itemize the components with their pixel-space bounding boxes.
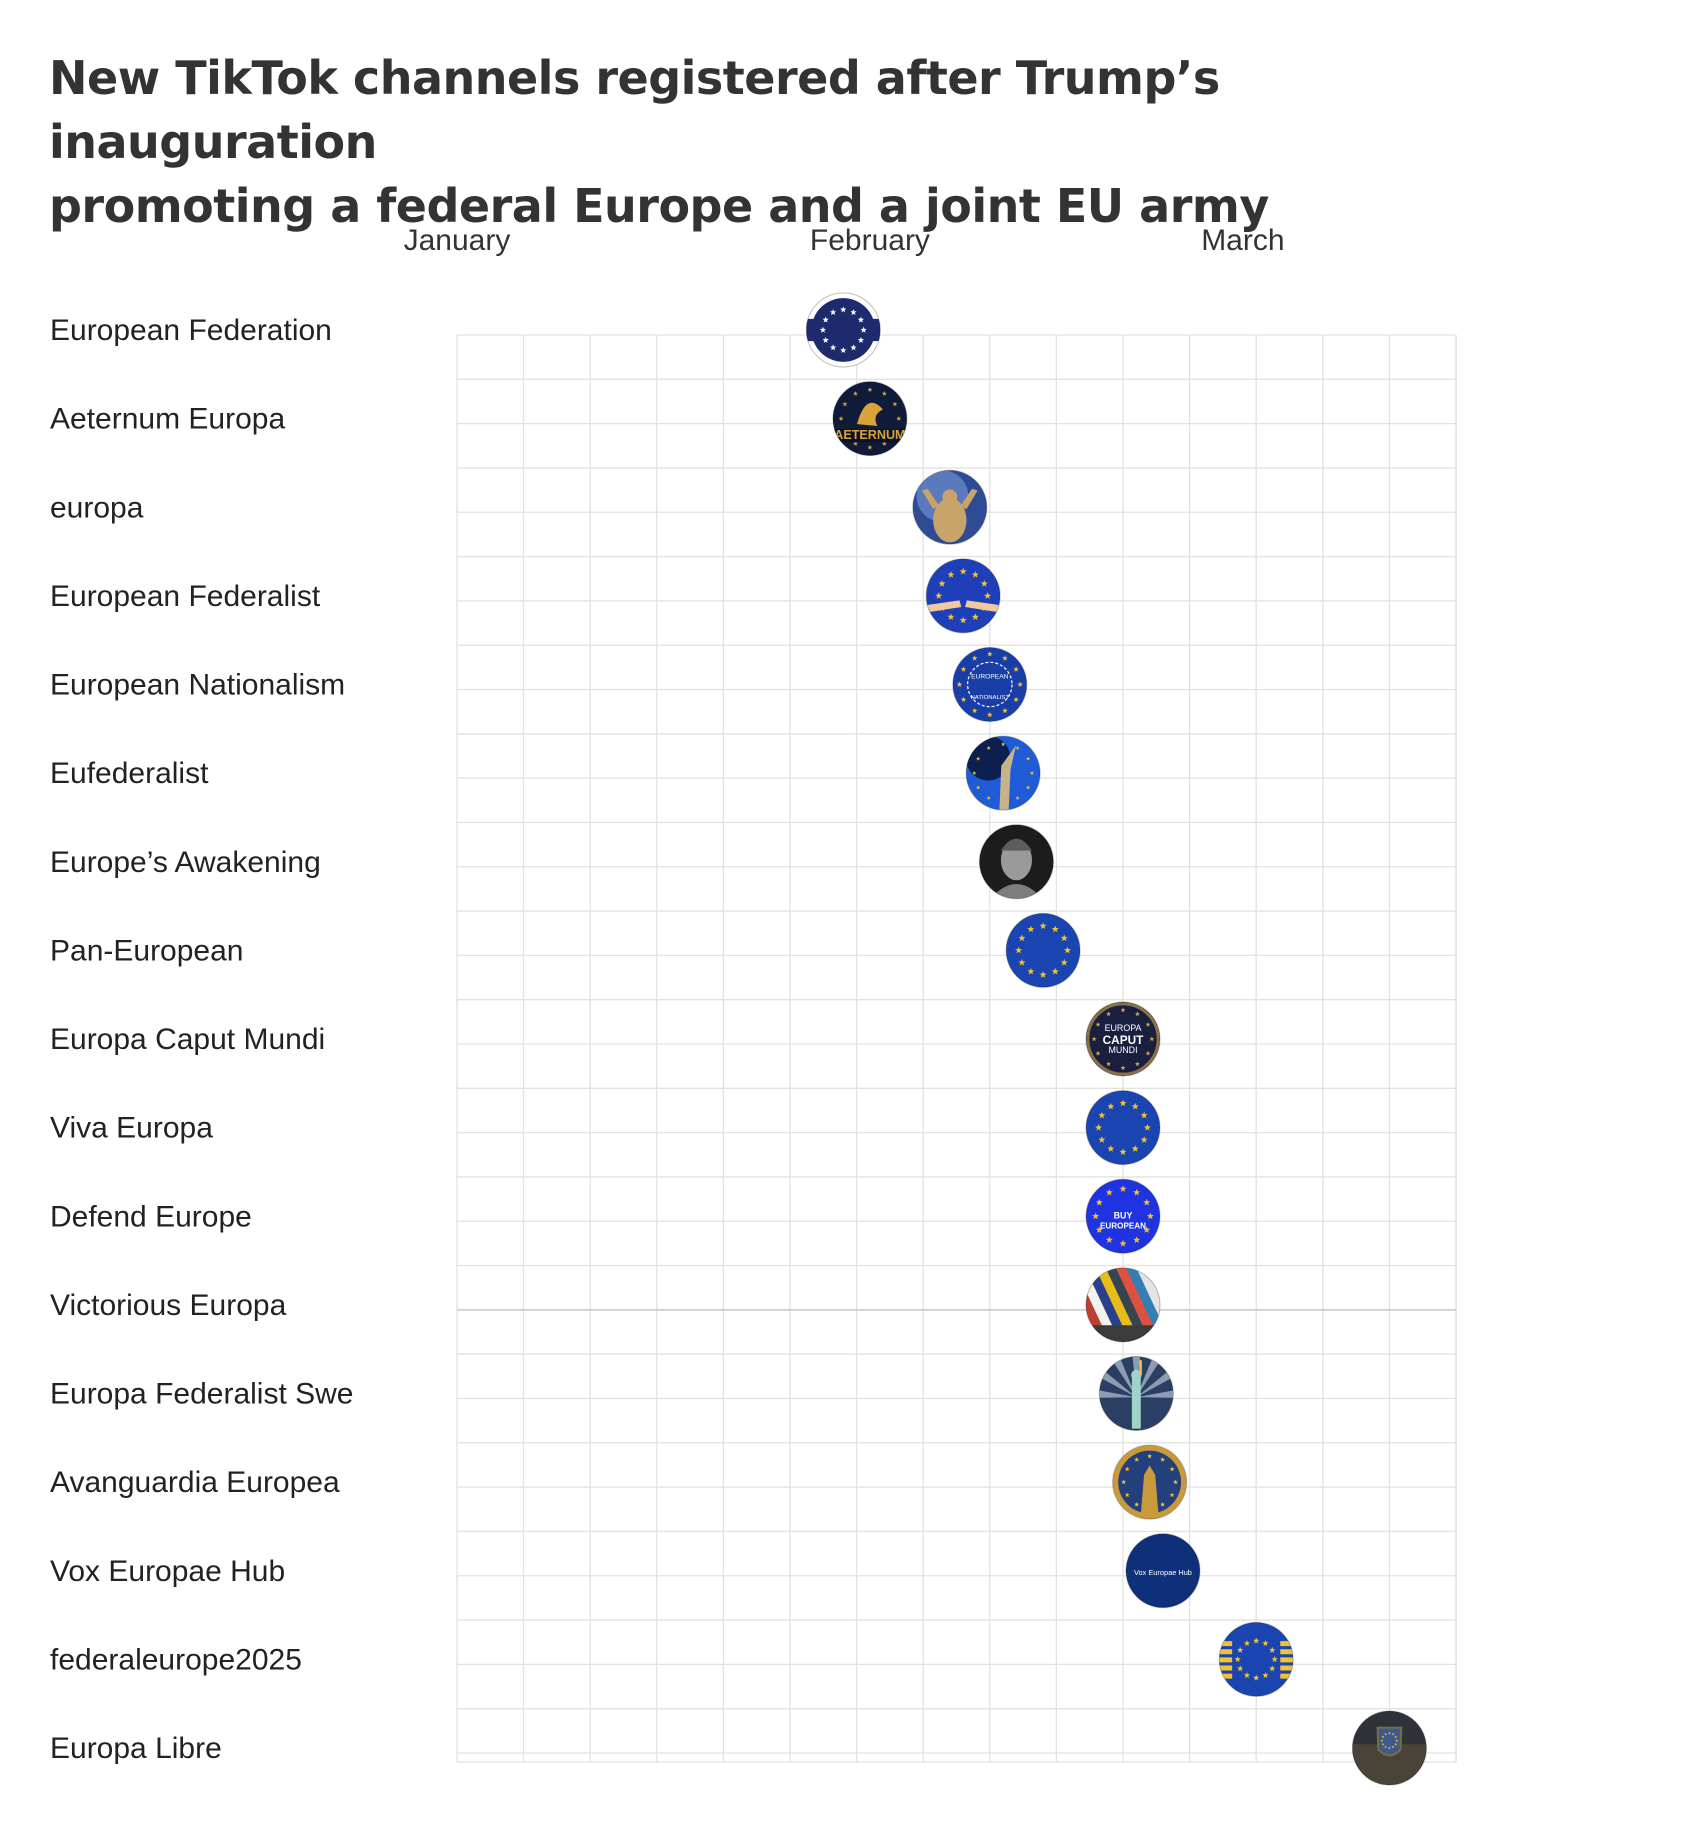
- channel-label-european-federation: European Federation: [50, 314, 332, 347]
- channel-label-europa-libre: Europa Libre: [50, 1732, 222, 1765]
- channel-label-europe-s-awakening: Europe’s Awakening: [50, 846, 321, 879]
- channel-point-victorious-europa: [1085, 1267, 1161, 1343]
- channel-label-victorious-europa: Victorious Europa: [50, 1289, 287, 1322]
- channel-label-federaleurope2025: federaleurope2025: [50, 1643, 302, 1676]
- svg-text:BUY: BUY: [1114, 1211, 1133, 1221]
- svg-text:EUROPEAN: EUROPEAN: [971, 674, 1009, 681]
- channel-icons: AETERNUM EUROPEAN NATIONALIST EUROPACAPUTMU…: [805, 292, 1427, 1786]
- svg-text:AETERNUM: AETERNUM: [834, 428, 905, 442]
- channel-point-europa-libre: [1351, 1710, 1427, 1786]
- channel-point-aeternum-europa: AETERNUM: [832, 381, 908, 457]
- svg-text:EUROPEAN: EUROPEAN: [1100, 1222, 1146, 1231]
- channel-label-europa-federalist-swe: Europa Federalist Swe: [50, 1378, 354, 1411]
- svg-text:MUNDI: MUNDI: [1108, 1045, 1137, 1055]
- channel-label-europa-caput-mundi: Europa Caput Mundi: [50, 1023, 325, 1056]
- svg-text:CAPUT: CAPUT: [1103, 1033, 1145, 1047]
- channel-label-aeternum-europa: Aeternum Europa: [50, 403, 285, 436]
- month-label-march: March: [1201, 224, 1284, 257]
- channel-point-european-federalist: [925, 558, 1001, 634]
- svg-text:Vox Europae Hub: Vox Europae Hub: [1134, 1568, 1192, 1577]
- channel-label-european-nationalism: European Nationalism: [50, 669, 345, 702]
- svg-text:EUROPA: EUROPA: [1105, 1023, 1142, 1033]
- channel-point-europa-federalist-swe: [1098, 1356, 1174, 1431]
- channel-labels: European Federation Aeternum Europa europa…: [50, 314, 354, 1765]
- channel-point-viva-europa: [1085, 1090, 1161, 1166]
- channel-point-europa: [912, 469, 988, 545]
- grid: [456, 334, 1457, 1763]
- channel-point-federaleurope2025: [1218, 1621, 1294, 1697]
- chart-title: New TikTok channels registered after Tru…: [49, 46, 1549, 238]
- channel-point-pan-european: [1005, 912, 1081, 988]
- channel-point-avanguardia-europea: [1112, 1444, 1188, 1520]
- channel-label-pan-european: Pan-European: [50, 934, 243, 967]
- month-label-february: February: [810, 224, 930, 257]
- svg-text:NATIONALIST: NATIONALIST: [971, 695, 1010, 701]
- chart-title-line-2: promoting a federal Europe and a joint E…: [49, 179, 1269, 233]
- channel-point-vox-europae-hub: Vox Europae Hub: [1125, 1533, 1201, 1609]
- channel-point-eufederalist: [965, 735, 1041, 811]
- channel-label-avanguardia-europea: Avanguardia Europea: [50, 1466, 340, 1499]
- channel-point-european-federation: [805, 292, 881, 368]
- channel-point-europe-s-awakening: [978, 824, 1054, 900]
- channel-label-europa: europa: [50, 491, 144, 524]
- channel-label-european-federalist: European Federalist: [50, 580, 321, 613]
- month-axis: January February March: [404, 224, 1285, 257]
- channel-label-vox-europae-hub: Vox Europae Hub: [50, 1555, 285, 1588]
- chart-title-line-1: New TikTok channels registered after Tru…: [49, 51, 1220, 169]
- channel-label-defend-europe: Defend Europe: [50, 1200, 252, 1233]
- channel-label-eufederalist: Eufederalist: [50, 757, 209, 790]
- channel-point-european-nationalism: EUROPEAN NATIONALIST: [952, 647, 1028, 722]
- channel-label-viva-europa: Viva Europa: [50, 1112, 213, 1145]
- month-label-january: January: [404, 224, 511, 257]
